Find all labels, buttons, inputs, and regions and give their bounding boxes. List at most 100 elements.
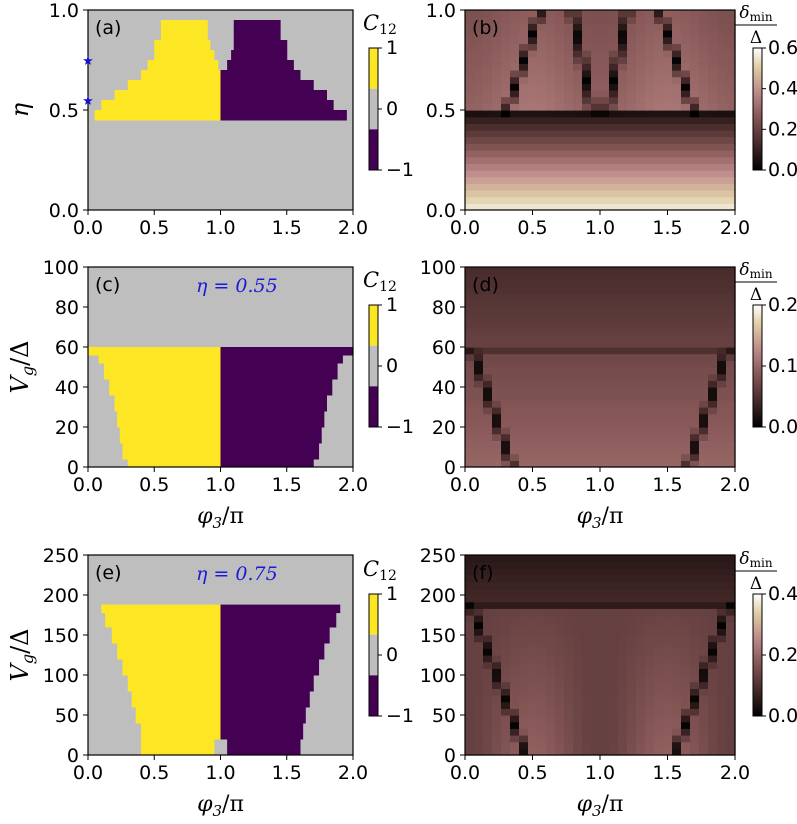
heatmap-cell: [636, 675, 646, 683]
heatmap-cell: [672, 655, 682, 663]
heatmap-cell: [600, 728, 610, 736]
heatmap-cell: [501, 387, 511, 395]
heatmap-cell: [618, 163, 628, 171]
heatmap-cell: [582, 16, 592, 24]
heatmap-cell: [600, 123, 610, 131]
heatmap-cell: [627, 110, 637, 118]
heatmap-cell: [492, 400, 502, 408]
heatmap-cell: [483, 628, 493, 636]
heatmap-cell: [609, 460, 619, 468]
heatmap-cell: [465, 393, 475, 401]
heatmap-cell: [555, 307, 565, 315]
heatmap-cell: [663, 688, 673, 696]
heatmap-cell: [564, 373, 574, 381]
heatmap-cell: [564, 655, 574, 663]
heatmap-cell: [474, 728, 484, 736]
heatmap-cell: [717, 728, 727, 736]
heatmap-cell: [600, 648, 610, 656]
heatmap-cell: [510, 393, 520, 401]
heatmap-cell: [546, 333, 556, 341]
heatmap-cell: [600, 76, 610, 84]
heatmap-cell: [618, 136, 628, 144]
heatmap-cell: [591, 728, 601, 736]
heatmap-cell: [582, 701, 592, 709]
heatmap-cell: [546, 701, 556, 709]
heatmap-cell: [573, 136, 583, 144]
heatmap-cell: [483, 16, 493, 24]
heatmap-cell: [699, 50, 709, 58]
heatmap-cell: [564, 300, 574, 308]
heatmap-cell: [510, 380, 520, 388]
heatmap-cell: [636, 447, 646, 455]
heatmap-cell: [726, 333, 736, 341]
heatmap-cell: [699, 63, 709, 71]
heatmap-cell: [528, 628, 538, 636]
heatmap-cell: [636, 373, 646, 381]
heatmap-cell: [510, 156, 520, 164]
heatmap-cell: [555, 681, 565, 689]
heatmap-cell: [636, 635, 646, 643]
heatmap-cell: [573, 721, 583, 729]
heatmap-cell: [618, 23, 628, 31]
heatmap-cell: [564, 367, 574, 375]
heatmap-cell: [492, 63, 502, 71]
heatmap-cell: [510, 748, 520, 756]
heatmap-cell: [465, 695, 475, 703]
heatmap-cell: [519, 163, 529, 171]
heatmap-cell: [465, 615, 475, 623]
heatmap-cell: [654, 688, 664, 696]
heatmap-cell: [699, 655, 709, 663]
heatmap-cell: [519, 83, 529, 91]
heatmap-cell: [582, 561, 592, 569]
heatmap-cell: [501, 110, 511, 118]
heatmap-cell: [726, 43, 736, 51]
heatmap-cell: [708, 373, 718, 381]
heatmap-cell: [492, 668, 502, 676]
heatmap-cell: [645, 688, 655, 696]
heatmap-cell: [510, 280, 520, 288]
heatmap-cell: [546, 307, 556, 315]
heatmap-cell: [492, 621, 502, 629]
heatmap-cell: [618, 460, 628, 468]
heatmap-cell: [564, 43, 574, 51]
heatmap-cell: [528, 595, 538, 603]
heatmap-cell: [681, 300, 691, 308]
heatmap-cell: [726, 668, 736, 676]
heatmap-cell: [555, 648, 565, 656]
heatmap-cell: [663, 10, 673, 18]
heatmap-cell: [627, 701, 637, 709]
heatmap-cell: [555, 183, 565, 191]
heatmap-cell: [645, 63, 655, 71]
heatmap-cell: [573, 675, 583, 683]
heatmap-cell: [492, 50, 502, 58]
heatmap-cell: [465, 681, 475, 689]
heatmap-cell: [663, 23, 673, 31]
heatmap-cell: [501, 280, 511, 288]
heatmap-cell: [220, 659, 320, 676]
heatmap-cell: [501, 103, 511, 111]
heatmap-cell: [663, 123, 673, 131]
heatmap-cell: [681, 601, 691, 609]
heatmap-cell: [600, 203, 610, 211]
heatmap-cell: [645, 43, 655, 51]
heatmap-cell: [564, 70, 574, 78]
heatmap-cell: [717, 655, 727, 663]
heatmap-cell: [717, 615, 727, 623]
heatmap-cell: [627, 63, 637, 71]
heatmap-cell: [546, 400, 556, 408]
heatmap-cell: [573, 407, 583, 415]
heatmap-cell: [483, 176, 493, 184]
heatmap-cell: [717, 287, 727, 295]
heatmap-cell: [636, 741, 646, 749]
heatmap-cell: [600, 621, 610, 629]
heatmap-cell: [555, 130, 565, 138]
heatmap-cell: [537, 327, 547, 335]
heatmap-cell: [672, 728, 682, 736]
heatmap-cell: [708, 675, 718, 683]
heatmap-cell: [708, 440, 718, 448]
heatmap-cell: [501, 748, 511, 756]
heatmap-cell: [555, 320, 565, 328]
heatmap-cell: [654, 36, 664, 44]
heatmap-cell: [690, 143, 700, 151]
heatmap-cell: [465, 83, 475, 91]
